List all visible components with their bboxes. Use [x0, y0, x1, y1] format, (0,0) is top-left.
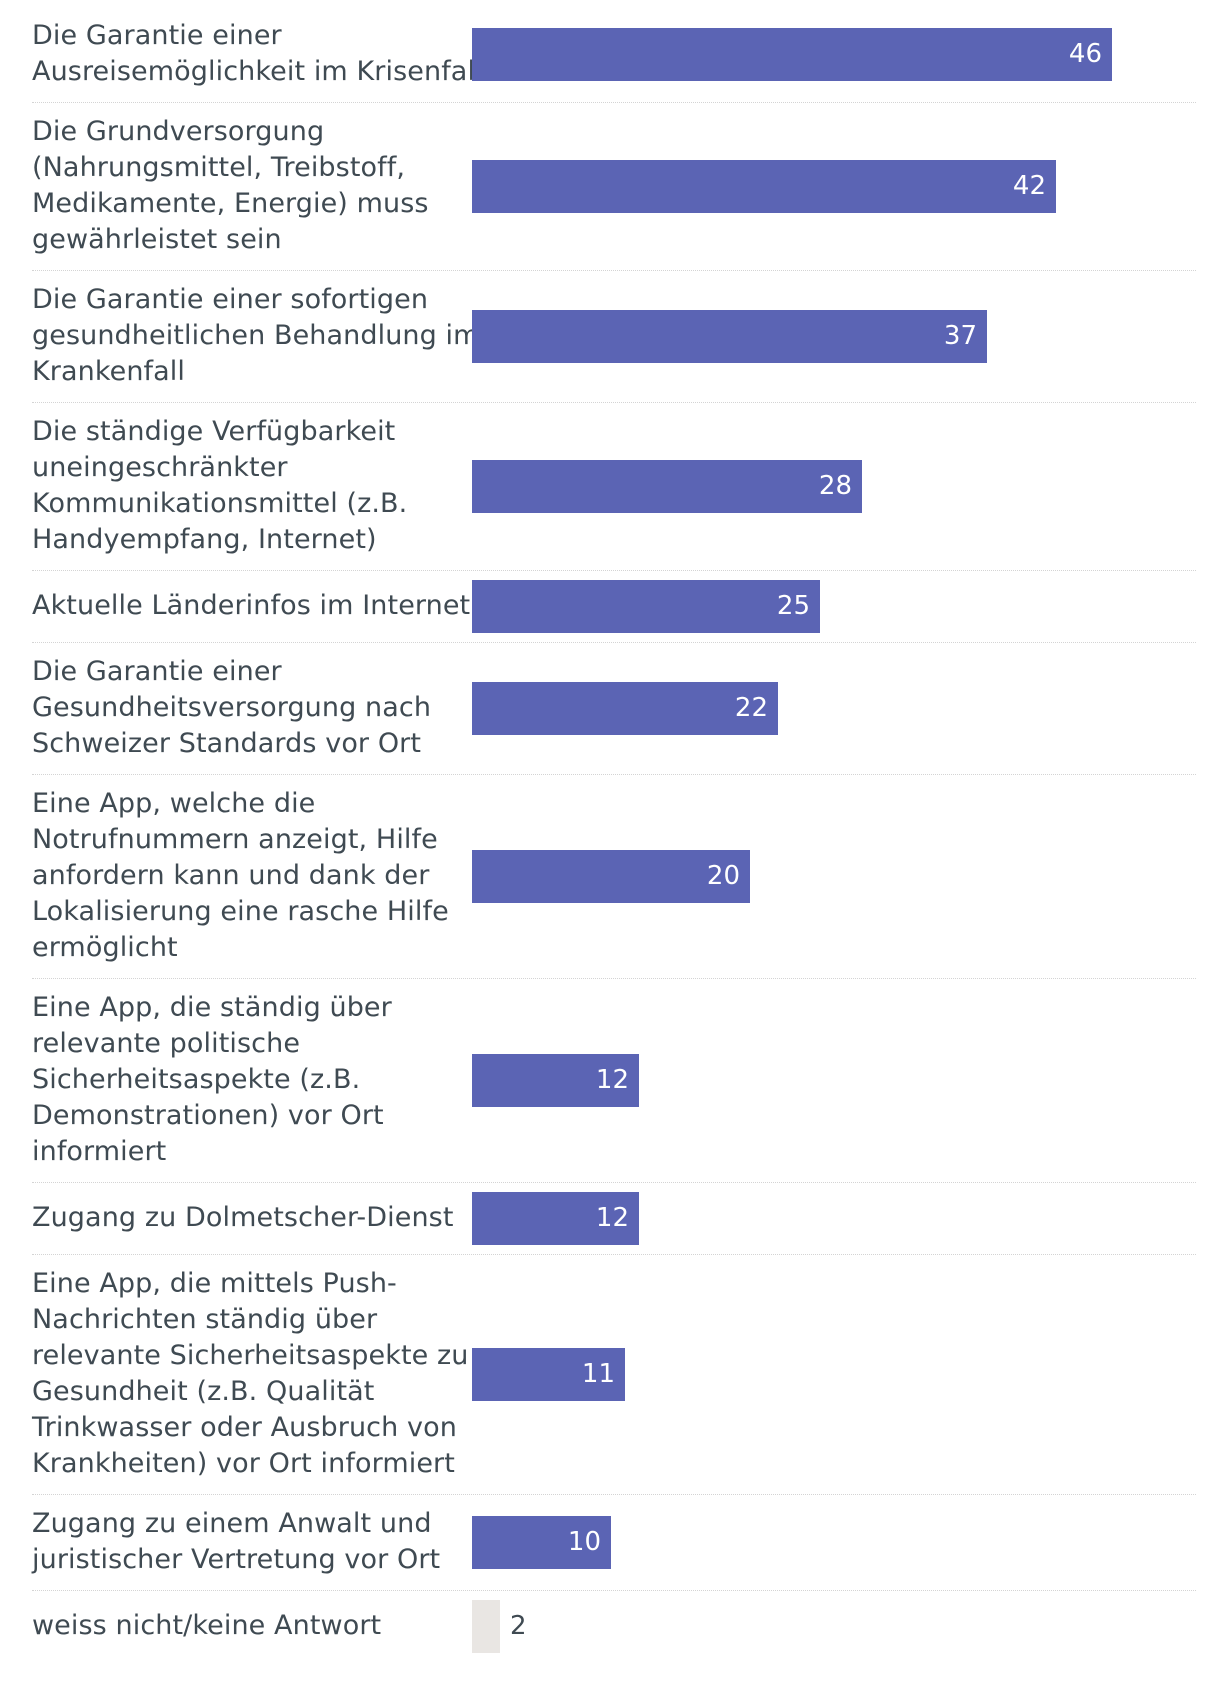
bar-value-label: 46 — [1068, 39, 1102, 69]
bar-value-label: 28 — [818, 471, 852, 501]
category-label: Die Garantie einer Gesundheitsversorgung… — [32, 656, 432, 759]
bar — [472, 160, 1056, 213]
chart-row: Eine App, welche die Notrufnummern anzei… — [32, 774, 1196, 979]
category-label: Zugang zu einem Anwalt und juristischer … — [32, 1508, 441, 1575]
chart-row: Zugang zu einem Anwalt und juristischer … — [32, 1494, 1196, 1591]
bar — [472, 1600, 500, 1653]
bar — [472, 310, 987, 363]
category-label: Eine App, die mittels Push- Nachrichten … — [32, 1268, 469, 1479]
bar — [472, 28, 1112, 81]
chart-row: Die Garantie einer Gesundheitsversorgung… — [32, 642, 1196, 775]
bar-value-label: 10 — [567, 1527, 601, 1557]
bar — [472, 1516, 611, 1569]
chart-row: Die Grundversorgung (Nahrungsmittel, Tre… — [32, 102, 1196, 271]
category-label: Zugang zu Dolmetscher-Dienst — [32, 1202, 454, 1233]
chart-row: weiss nicht/keine Antwort 2 — [32, 1590, 1196, 1662]
bar-value-label: 12 — [595, 1203, 629, 1233]
category-label: Aktuelle Länderinfos im Internet — [32, 590, 471, 621]
bar-value-label: 42 — [1012, 171, 1046, 201]
category-label: Die ständige Verfügbarkeit uneingeschrän… — [32, 416, 408, 555]
bar-value-label: 11 — [581, 1359, 615, 1389]
chart-row: Die Garantie einer Ausreisemöglichkeit i… — [32, 6, 1196, 103]
bar-value-label: 25 — [776, 591, 810, 621]
category-label: Die Grundversorgung (Nahrungsmittel, Tre… — [32, 116, 429, 255]
bar — [472, 682, 778, 735]
bar — [472, 1054, 639, 1107]
bar-value-label: 2 — [510, 1611, 527, 1641]
chart-row: Die ständige Verfügbarkeit uneingeschrän… — [32, 402, 1196, 571]
chart-row: Eine App, die ständig über relevante pol… — [32, 978, 1196, 1183]
bar-value-label: 22 — [734, 693, 768, 723]
category-label: Die Garantie einer Ausreisemöglichkeit i… — [32, 20, 483, 87]
bar — [472, 850, 750, 903]
bar — [472, 580, 820, 633]
bar-value-label: 12 — [595, 1065, 629, 1095]
bar — [472, 1348, 625, 1401]
chart-row: Eine App, die mittels Push- Nachrichten … — [32, 1254, 1196, 1495]
category-label: Die Garantie einer sofortigen gesundheit… — [32, 284, 480, 387]
bar — [472, 460, 862, 513]
category-label: Eine App, die ständig über relevante pol… — [32, 992, 392, 1167]
bar-value-label: 20 — [706, 861, 740, 891]
chart-row: Aktuelle Länderinfos im Internet 25 — [32, 570, 1196, 643]
chart-row: Die Garantie einer sofortigen gesundheit… — [32, 270, 1196, 403]
category-label: weiss nicht/keine Antwort — [32, 1610, 382, 1641]
bar — [472, 1192, 639, 1245]
chart-row: Zugang zu Dolmetscher-Dienst 12 — [32, 1182, 1196, 1255]
category-label: Eine App, welche die Notrufnummern anzei… — [32, 788, 449, 963]
bar-value-label: 37 — [943, 321, 977, 351]
